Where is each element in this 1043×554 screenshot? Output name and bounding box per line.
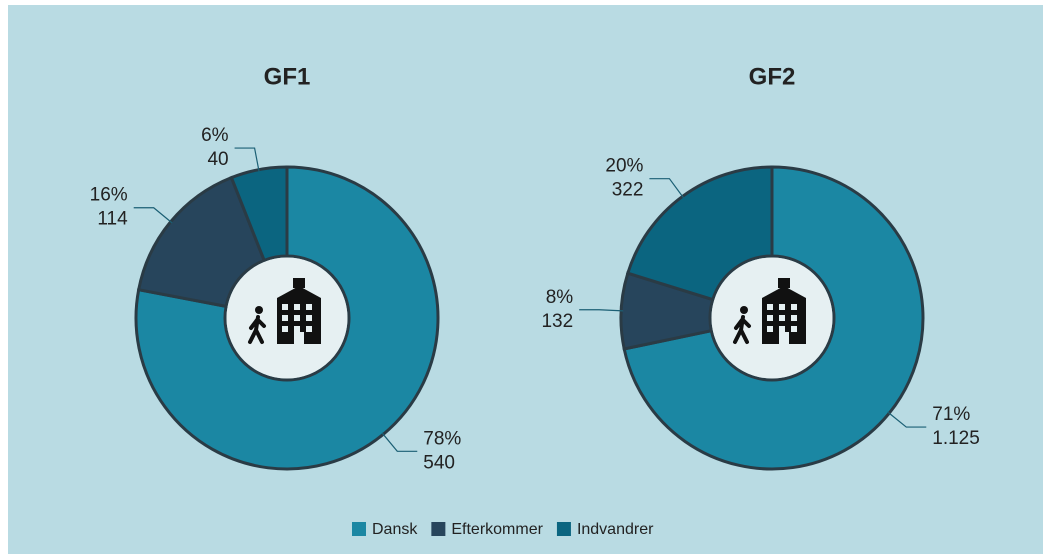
leader-line [234,147,260,172]
leader-line [133,207,173,224]
percent-label: 8% [546,287,574,308]
count-label: 1.125 [932,428,980,449]
leader-line [887,411,927,428]
chart-title: GF1 [264,63,311,90]
tower [778,278,790,288]
percent-label: 6% [201,125,229,146]
person-head [740,306,748,314]
count-label: 132 [541,311,573,332]
window [779,304,785,310]
percent-label: 78% [423,428,461,449]
window [779,315,785,321]
legend-swatch [352,522,366,536]
slice [622,165,925,471]
percent-label: 71% [932,404,970,425]
window [282,326,288,332]
slice [134,165,440,471]
window [767,304,773,310]
legend-label: Indvandrer [577,521,654,538]
legend-label: Dansk [372,521,418,538]
window [306,304,312,310]
window [779,326,785,332]
slice [229,165,289,263]
school-icon [248,278,321,344]
window [767,326,773,332]
count-label: 114 [97,209,128,230]
window [294,304,300,310]
window [791,326,797,332]
window [306,326,312,332]
leader-line [381,432,418,452]
count-label: 540 [423,452,455,473]
person-head [255,306,263,314]
chart-title: GF2 [749,63,796,90]
legend-swatch [556,522,571,536]
count-label: 322 [612,180,644,201]
percent-label: 16% [90,185,128,206]
window [791,315,797,321]
school-icon [733,278,806,344]
window [791,304,797,310]
person-body [733,315,751,344]
window [282,315,288,321]
legend-label: Efterkommer [451,521,543,538]
window [294,315,300,321]
slice [136,175,267,309]
leader-line [579,309,624,312]
legend-swatch [431,522,446,536]
door [294,332,304,344]
window [282,304,288,310]
percent-label: 20% [605,156,643,177]
leader-line [649,178,685,199]
window [767,315,773,321]
count-label: 40 [207,149,228,170]
person-body [248,315,266,344]
tower [293,278,305,288]
window [294,326,300,332]
door [779,332,789,344]
window [306,315,312,321]
slice [625,165,774,302]
